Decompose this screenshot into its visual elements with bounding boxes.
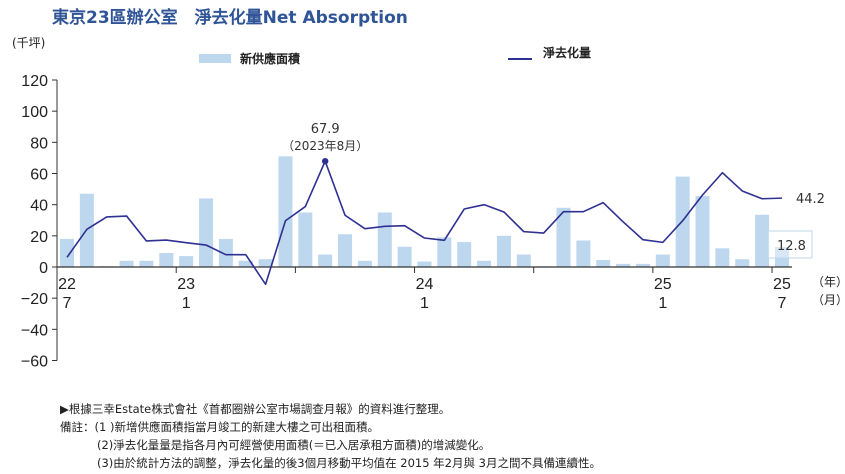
bar-supply	[616, 263, 631, 267]
bar-supply	[655, 254, 670, 267]
last-bar-value-box	[767, 230, 813, 259]
bar-supply	[397, 246, 412, 267]
note-1: 備註：(1 )新增供應面積指當月竣工的新建大樓之可出租面積。	[60, 420, 379, 434]
bar-supply	[119, 260, 134, 267]
bar-supply	[596, 259, 611, 267]
y-tick-label: 120	[21, 73, 48, 90]
last-bar-value-label: 12.8	[777, 239, 806, 254]
x-tick-label-month: 7	[778, 295, 787, 312]
bar-supply	[576, 240, 591, 267]
bar-supply	[437, 237, 452, 267]
note-source: ▶根據三幸Estate株式會社《首都圈辦公室市場調查月報》的資料進行整理。	[60, 402, 451, 416]
peak-date-label: （2023年8月）	[282, 139, 368, 153]
y-tick-label: 20	[30, 229, 48, 246]
bar-supply	[338, 234, 353, 267]
bar-supply	[774, 247, 789, 267]
x-tick-label-year: 23	[177, 276, 195, 293]
y-tick-label: 80	[30, 135, 48, 152]
y-tick-label: 100	[21, 104, 48, 121]
bar-supply	[278, 156, 293, 267]
y-axis-unit: (千坪)	[12, 36, 46, 50]
bar-supply	[457, 242, 472, 267]
bar-supply	[159, 252, 174, 267]
legend-label-supply: 新供應面積	[240, 52, 301, 66]
y-tick-label: −40	[21, 322, 48, 339]
legend-label-absorption: 淨去化量	[543, 46, 592, 60]
bar-supply	[635, 263, 650, 267]
bar-supply	[318, 254, 333, 267]
x-tick-label-month: 7	[63, 295, 72, 312]
bar-supply	[477, 260, 492, 267]
chart-plot: 120 100 80 60 40 20 0 −20 −40 −60 22 7 23 1 24 1 25 1 25 7 （…	[21, 73, 845, 371]
peak-value-label: 67.9	[311, 122, 340, 137]
y-tick-label: 60	[30, 167, 48, 184]
line-absorption	[66, 160, 782, 286]
bar-supply	[238, 260, 253, 267]
bar-supply	[735, 259, 750, 267]
legend-swatch-absorption	[508, 58, 532, 60]
bar-supply	[516, 254, 531, 267]
x-tick-label-month: 1	[420, 295, 429, 312]
bar-supply	[179, 256, 194, 267]
bar-supply	[357, 260, 372, 267]
x-tick-label-year: 25	[654, 276, 672, 293]
bar-supply	[377, 212, 392, 267]
note-2: (2)淨去化量量是指各月內可經營使用面積(＝已入居承租方面積)的增減變化。	[97, 438, 491, 452]
bar-supply	[298, 212, 313, 267]
last-line-value-label: 44.2	[796, 192, 825, 207]
line-point	[321, 157, 329, 165]
bar-supply	[556, 207, 571, 267]
bar-supply	[218, 238, 233, 267]
bar-supply	[60, 238, 74, 267]
x-unit-year: （年）	[812, 275, 845, 289]
bar-supply	[258, 259, 273, 267]
y-tick-label: −20	[21, 291, 48, 308]
bar-supply	[755, 214, 770, 267]
x-tick-label-year: 22	[58, 276, 76, 293]
bar-supply	[715, 248, 730, 267]
bar-supply	[496, 235, 511, 267]
chart-title: 東京23區辦公室 淨去化量Net Absorption	[52, 8, 408, 28]
x-tick-label-year: 24	[416, 276, 434, 293]
bar-supply	[695, 196, 710, 267]
y-tick-label: 0	[39, 260, 48, 277]
y-tick-label: 40	[30, 198, 48, 215]
x-tick-label-month: 1	[182, 295, 191, 312]
y-tick-label: −60	[21, 354, 48, 371]
bar-supply	[199, 198, 214, 267]
bar-supply	[417, 261, 432, 267]
bar-supply	[139, 260, 154, 267]
x-tick-label-year: 25	[773, 276, 791, 293]
x-unit-month: （月）	[812, 293, 845, 307]
legend-swatch-supply	[199, 54, 231, 63]
note-3: (3)由於統計方法的調整，淨去化量的後3個月移動平均值在 2015 年2月與 3…	[97, 456, 601, 470]
x-tick-label-month: 1	[658, 295, 667, 312]
